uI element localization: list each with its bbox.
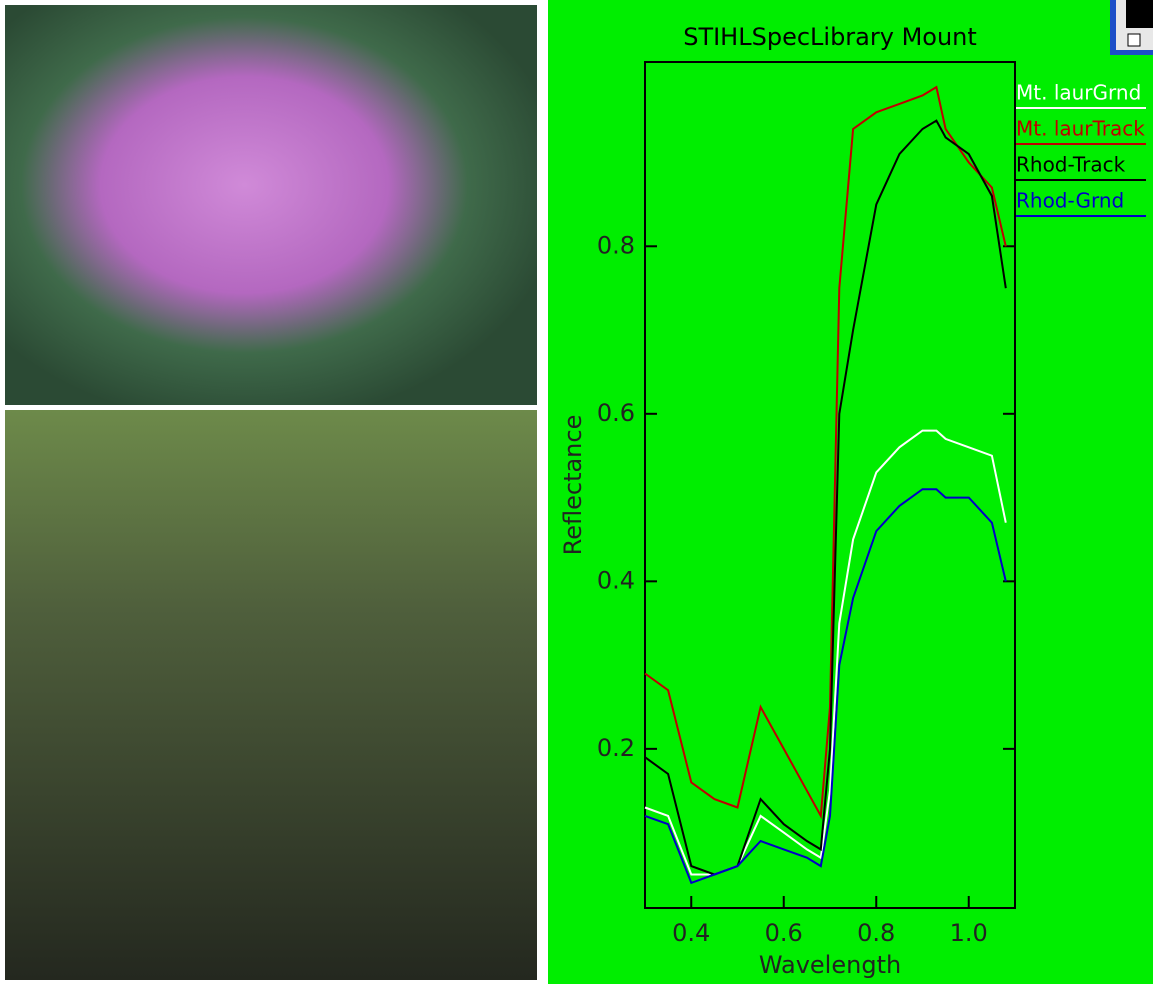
legend-label: Rhod-Track	[1016, 153, 1126, 177]
x-axis-label: Wavelength	[759, 951, 901, 979]
y-tick-label: 0.8	[597, 231, 635, 259]
flower-photo	[5, 5, 537, 405]
y-tick-label: 0.2	[597, 734, 635, 762]
y-axis-label: Reflectance	[559, 415, 587, 556]
x-tick-label: 1.0	[950, 919, 988, 947]
x-tick-label: 0.8	[857, 919, 895, 947]
page: STIHLSpecLibrary Mount Wavelength Reflec…	[0, 0, 1153, 984]
x-tick-label: 0.6	[765, 919, 803, 947]
y-tick-label: 0.4	[597, 566, 635, 594]
legend-label: Mt. laurTrack	[1016, 117, 1145, 141]
y-tick-label: 0.6	[597, 399, 635, 427]
x-tick-label: 0.4	[672, 919, 710, 947]
legend-label: Rhod-Grnd	[1016, 189, 1124, 213]
legend-label: Mt. laurGrnd	[1016, 81, 1141, 105]
window-icon	[1110, 0, 1153, 55]
forest-photo	[5, 410, 537, 980]
chart-title: STIHLSpecLibrary Mount	[683, 23, 977, 51]
